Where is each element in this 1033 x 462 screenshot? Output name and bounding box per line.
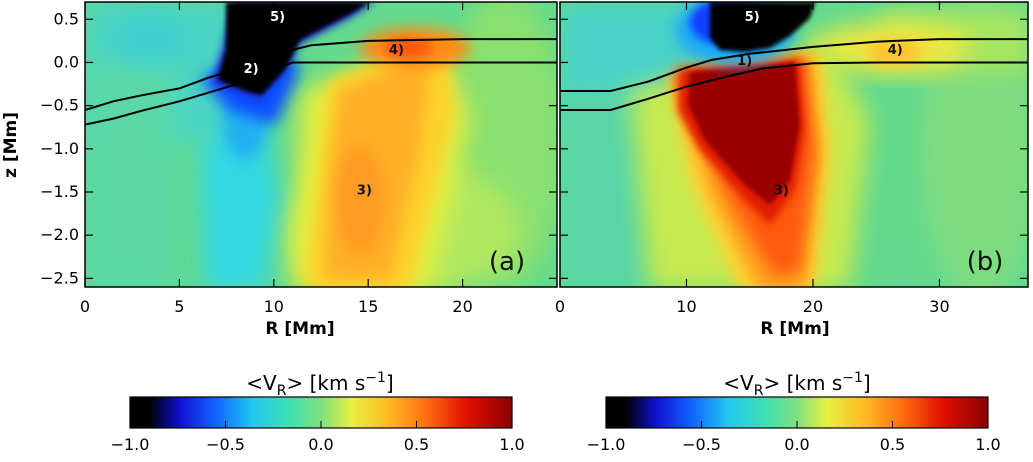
y-axis-label-a: z [Mm]: [1, 112, 21, 178]
contour-lines-a: [85, 38, 557, 126]
x-tick-label: 20: [452, 297, 472, 316]
heatmap-a: 5) 2) 4) 3) (a): [85, 2, 557, 287]
x-tick-label: 10: [264, 297, 284, 316]
axes-a: 0 5 10 15 20 0.5 0.0 −0.5 −1.0 −1.5 −2.0 −2.5: [40, 2, 557, 316]
x-axis-label-b: R [Mm]: [760, 319, 829, 339]
colorbar-tick-label: 0.0: [784, 435, 809, 454]
colorbar-tick-label: 0.5: [404, 435, 429, 454]
region-annotation: 1): [737, 54, 752, 69]
region-annotation: 5): [745, 10, 760, 25]
y-tick-label: −2.0: [40, 225, 79, 244]
colorbar-tick-label: −0.5: [682, 435, 721, 454]
colorbar-tick-label: −0.5: [206, 435, 245, 454]
colorbar-tick-label: 0.5: [880, 435, 905, 454]
contour-line: [85, 38, 557, 111]
region-annotation: 4): [389, 43, 404, 58]
colorbar-ticks-a: −1.0 −0.5 0.0 0.5 1.0: [111, 421, 525, 454]
plot-frame-b: [559, 1, 1029, 288]
y-tick-label: −1.0: [40, 139, 79, 158]
region-annotation: 3): [774, 184, 789, 199]
x-tick-label: 0: [80, 297, 90, 316]
colorbar-tick-label: 1.0: [499, 435, 524, 454]
colorbar-tick-label: 1.0: [975, 435, 1000, 454]
colorbar-gradient-a: [129, 396, 513, 429]
contour-lines-b: [560, 38, 1028, 111]
x-axis-label-a: R [Mm]: [265, 319, 334, 339]
x-tick-label: 0: [555, 297, 565, 316]
region-annotations-a: 5) 2) 4) 3): [244, 10, 404, 199]
x-tick-label: 15: [358, 297, 378, 316]
region-annotation: 2): [244, 62, 259, 77]
panel-label-b: (b): [967, 247, 1004, 277]
colorbar-ticks-b: −1.0 −0.5 0.0 0.5 1.0: [587, 421, 1001, 454]
y-tick-label: −0.5: [40, 96, 79, 115]
colorbar-label-b: <VR> [km s−1]: [723, 370, 870, 399]
colorbar-b: <VR> [km s−1] −1.0 −0.5 0.0 0.5 1.0: [587, 370, 1001, 454]
panel-label-a: (a): [489, 247, 525, 277]
contour-line: [560, 61, 1028, 111]
region-annotation: 5): [270, 10, 285, 25]
region-annotation: 4): [888, 43, 903, 58]
y-tick-label: −1.5: [40, 182, 79, 201]
x-tick-label: 10: [676, 297, 696, 316]
colorbar-tick-label: −1.0: [587, 435, 626, 454]
plot-frame-a: [84, 1, 558, 288]
x-tick-label: 30: [929, 297, 949, 316]
panel-b: 5) 1) 4) 3) (b) 0 10 20 30 R [Mm]: [555, 1, 1029, 339]
axes-b: 0 10 20 30: [555, 2, 1028, 316]
y-tick-label: 0.5: [54, 9, 79, 28]
contour-line: [85, 61, 557, 126]
colorbar-tick-label: −1.0: [111, 435, 150, 454]
colorbar-tick-label: 0.0: [308, 435, 333, 454]
x-tick-label: 5: [174, 297, 184, 316]
colorbar-label-a: <VR> [km s−1]: [246, 370, 393, 399]
y-tick-label: 0.0: [54, 52, 79, 71]
contour-line: [560, 38, 1028, 92]
region-annotations-b: 5) 1) 4) 3): [737, 10, 903, 199]
x-tick-label: 20: [803, 297, 823, 316]
panel-a: 5) 2) 4) 3) (a) 0 5 10 15 20 0.5 0.0 −0.5 −1.0 −1.5 −…: [1, 1, 558, 339]
heatmap-b: 5) 1) 4) 3) (b): [560, 2, 1028, 287]
region-annotation: 3): [357, 184, 372, 199]
colorbar-a: <VR> [km s−1] −1.0 −0.5 0.0 0.5 1.0: [111, 370, 525, 454]
y-tick-label: −2.5: [40, 268, 79, 287]
